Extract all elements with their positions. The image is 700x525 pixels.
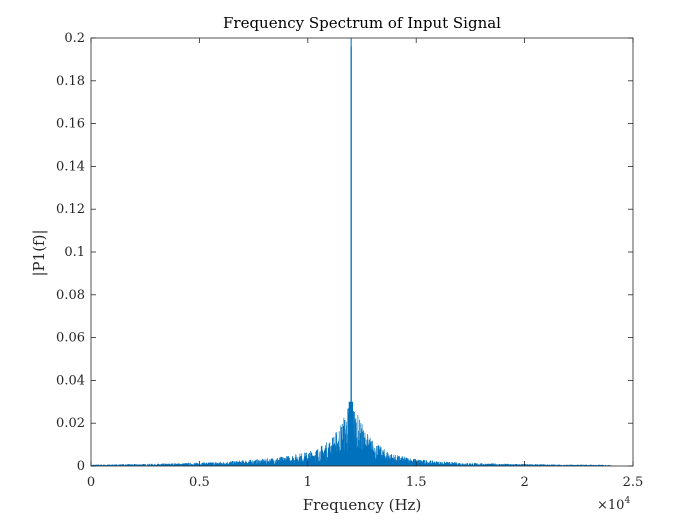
y-tick-label: 0.1: [64, 245, 85, 260]
y-tick-label: 0.14: [56, 159, 85, 174]
x-tick-label: 0: [87, 475, 95, 490]
x-tick-label: 0.5: [189, 475, 210, 490]
chart-title: Frequency Spectrum of Input Signal: [223, 14, 501, 32]
x-tick-label: 1.5: [406, 475, 427, 490]
y-tick-label: 0.08: [56, 288, 85, 303]
ticks: 0 0.5 1 1.5 2 2.5 0 0.02 0.04 0.06 0.08 0.1 0.12 0.14…: [56, 31, 643, 490]
x-tick-label: 2.5: [623, 475, 644, 490]
x-multiplier: ×104: [597, 496, 630, 513]
y-tick-label: 0.16: [56, 117, 85, 132]
y-tick-label: 0.06: [56, 331, 85, 346]
y-tick-label: 0.02: [56, 416, 85, 431]
y-tick-label: 0.04: [56, 373, 85, 388]
x-tick-label: 1: [304, 475, 312, 490]
x-tick-label: 2: [520, 475, 528, 490]
y-tick-label: 0: [77, 459, 85, 474]
y-tick-label: 0.18: [56, 74, 85, 89]
y-axis-label: |P1(f)|: [30, 230, 48, 277]
y-tick-label: 0.2: [64, 31, 85, 46]
x-axis-label: Frequency (Hz): [303, 496, 422, 514]
y-tick-label: 0.12: [56, 202, 85, 217]
